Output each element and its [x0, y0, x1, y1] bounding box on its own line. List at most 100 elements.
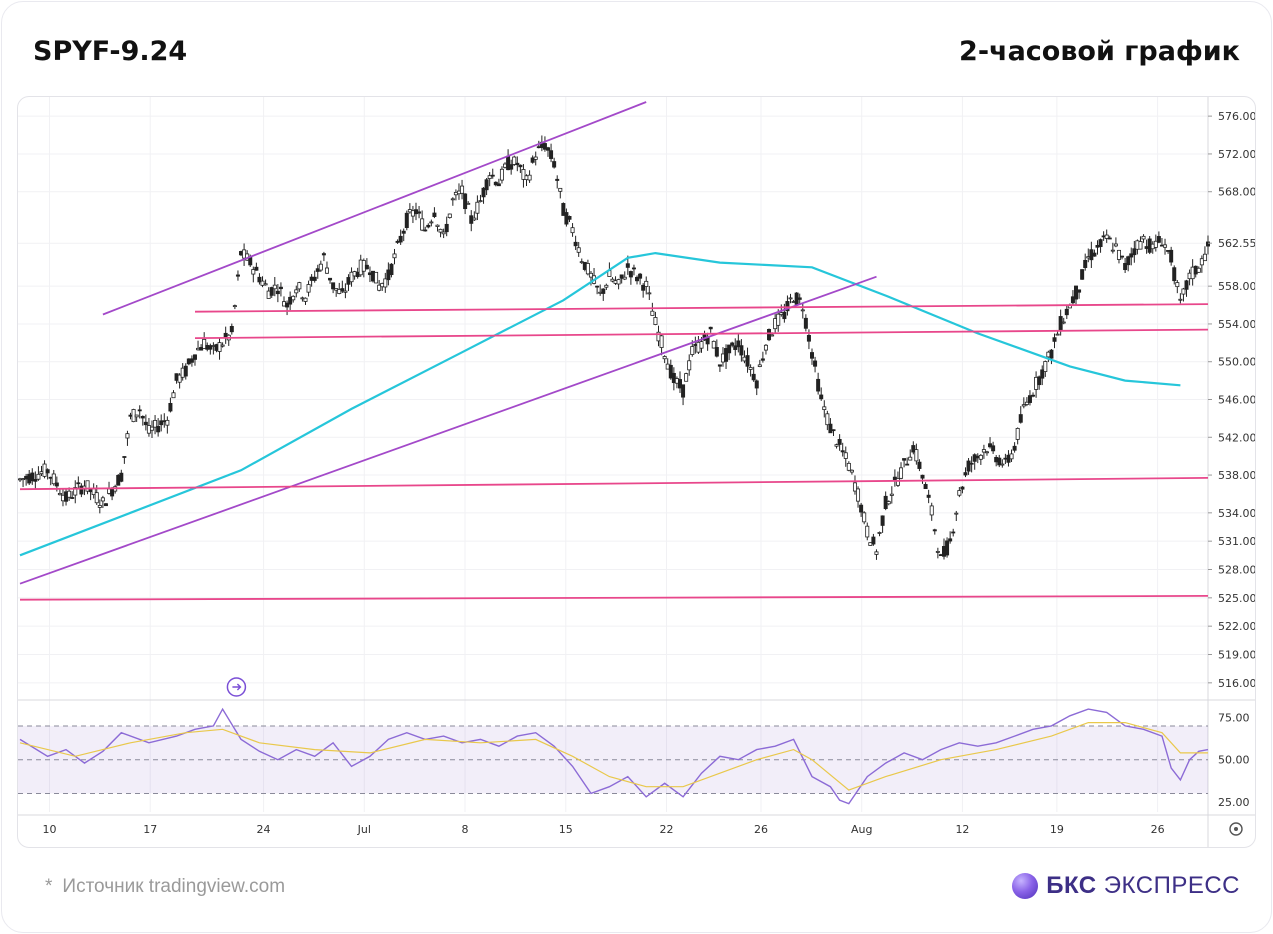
candle-body — [119, 472, 124, 482]
candle-body — [450, 198, 455, 201]
candle-body — [647, 292, 652, 295]
candle-body — [641, 284, 646, 291]
candle-body — [681, 384, 686, 398]
y-tick-label: 542.00 — [1218, 431, 1255, 444]
candle-body — [717, 364, 722, 367]
candle-body — [463, 193, 468, 210]
candle-body — [899, 467, 904, 479]
candle-body — [705, 337, 710, 345]
candle-body — [460, 185, 465, 194]
candles — [18, 135, 1211, 560]
candle-body — [638, 273, 643, 279]
candle-body — [871, 536, 876, 545]
candle-body — [991, 445, 996, 452]
candle-body — [923, 484, 928, 490]
candle-body — [432, 212, 437, 217]
y-tick-label: 528.00 — [1218, 564, 1255, 577]
candle-body — [546, 147, 551, 151]
candle-body — [914, 449, 919, 462]
candle-body — [496, 183, 501, 187]
candle-body — [478, 200, 483, 203]
candle-body — [619, 274, 624, 279]
candle-body — [85, 480, 90, 492]
x-tick-label: Aug — [851, 823, 872, 836]
candle-body — [110, 488, 115, 497]
candle-body — [533, 156, 538, 160]
candle-body — [392, 253, 397, 259]
candle-body — [570, 227, 575, 234]
candle-body — [984, 451, 989, 454]
chart-panel[interactable]: 576.00 572.00 568.00 562.55 558.00 554.00 550.… — [17, 96, 1256, 848]
candle-body — [552, 161, 557, 168]
candle-body — [659, 335, 664, 348]
candle-body — [401, 230, 406, 234]
candle-body — [748, 367, 753, 370]
candle-body — [1064, 308, 1069, 316]
y-tick-label: 558.00 — [1218, 280, 1255, 293]
candle-body — [137, 409, 142, 412]
candle-body — [76, 482, 81, 485]
candle-body — [183, 365, 188, 377]
candle-body — [754, 380, 759, 389]
candle-body — [1206, 241, 1211, 247]
candle-body — [917, 461, 922, 469]
candle-body — [73, 487, 78, 496]
candle-body — [865, 525, 870, 538]
y-tick-label: 562.55 — [1218, 237, 1255, 250]
candle-body — [711, 340, 716, 349]
candle-body — [484, 179, 489, 191]
candle-body — [628, 271, 633, 278]
overlay-channel-lower — [19, 275, 877, 585]
candle-body — [54, 482, 59, 487]
y-tick-label: 525.00 — [1218, 592, 1255, 605]
candle-body — [57, 492, 62, 496]
candle-body — [527, 174, 532, 181]
candle-body — [727, 344, 732, 354]
candle-body — [1110, 249, 1115, 252]
candle-body — [499, 168, 504, 181]
timeframe-title: 2-часовой график — [959, 36, 1240, 67]
candle-body — [202, 338, 207, 349]
candle-body — [908, 456, 913, 461]
candle-body — [159, 420, 164, 426]
candle-body — [880, 515, 885, 526]
candle-body — [263, 283, 268, 286]
candle-body — [189, 358, 194, 363]
brand-logo-icon — [1012, 873, 1039, 899]
candle-body — [512, 156, 517, 165]
candle-body — [383, 278, 388, 288]
candle-body — [981, 449, 986, 453]
candle-body — [1043, 361, 1048, 372]
x-tick-label: 19 — [1050, 823, 1064, 836]
candle-body — [757, 364, 762, 367]
candle-body — [929, 505, 934, 516]
candle-body — [969, 462, 974, 465]
price-chart[interactable]: 576.00 572.00 568.00 562.55 558.00 554.00 550.… — [18, 97, 1255, 847]
candle-body — [1129, 253, 1134, 258]
candle-body — [840, 450, 845, 453]
candle-body — [751, 373, 756, 381]
candle-body — [134, 414, 139, 418]
candle-body — [1018, 414, 1023, 423]
brand-name-rest: ЭКСПРЕСС — [1096, 872, 1240, 899]
candle-body — [1052, 337, 1057, 342]
candle-body — [1141, 235, 1146, 240]
overlay-horizontal-level — [19, 594, 1209, 601]
candle-body — [1031, 394, 1036, 397]
candle-body — [678, 379, 683, 389]
candle-body — [328, 277, 333, 281]
brand-name-bold: БКС — [1046, 872, 1097, 899]
candle-body — [1132, 248, 1137, 256]
candle-body — [1009, 453, 1014, 460]
candle-body — [423, 229, 428, 232]
brand-logo-block: БКС ЭКСПРЕСС — [1012, 872, 1240, 900]
y-tick-label: 519.00 — [1218, 649, 1255, 662]
oscillator-tick-label: 50.00 — [1218, 754, 1250, 767]
candle-body — [103, 503, 108, 507]
candle-body — [1175, 282, 1180, 288]
candle-body — [97, 505, 102, 508]
candle-body — [1098, 239, 1103, 248]
candle-body — [229, 326, 234, 333]
candle-body — [819, 394, 824, 400]
candle-body — [1015, 428, 1020, 440]
